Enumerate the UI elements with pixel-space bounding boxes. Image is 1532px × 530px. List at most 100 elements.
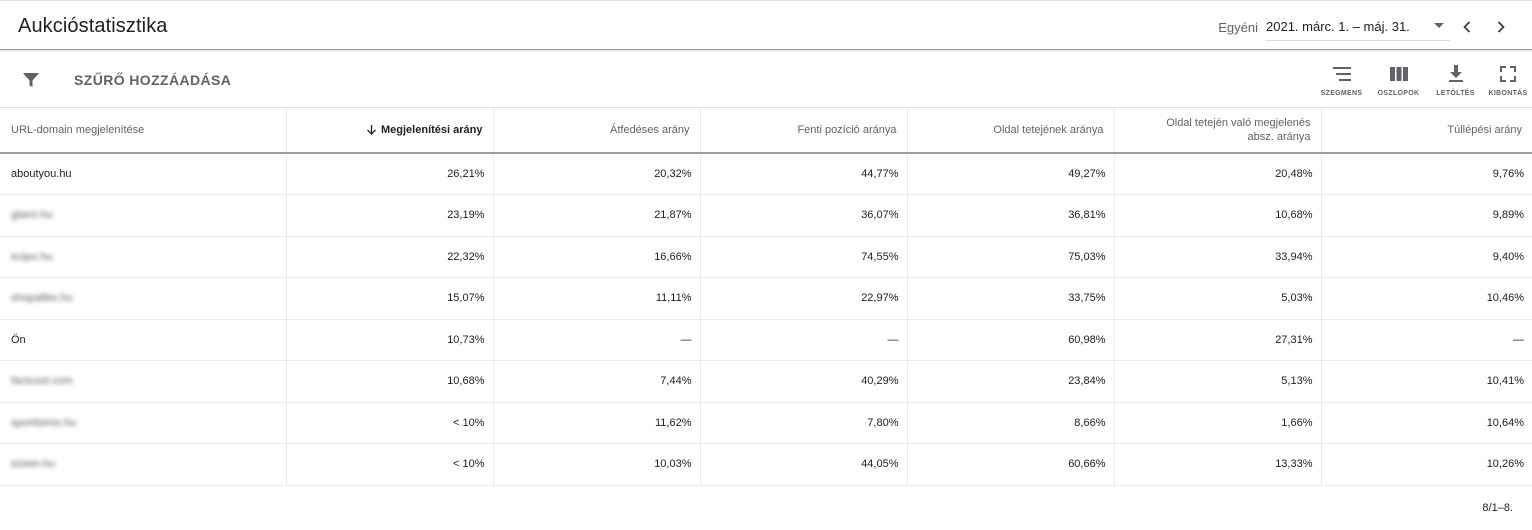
position-above-rate-cell: 7,80% (700, 402, 908, 444)
overlap-rate-cell: 10,03% (493, 443, 701, 485)
add-filter-button[interactable]: SZŰRŐ HOZZÁADÁSA (74, 72, 232, 88)
domain-cell: glami.hu (0, 194, 287, 236)
previous-period-button[interactable] (1450, 13, 1484, 41)
abs-top-of-page-rate-cell: 5,03% (1114, 277, 1322, 319)
abs-top-of-page-rate-cell: 20,48% (1114, 153, 1322, 195)
table-row: shopalike.hu 15,07% 11,11% 22,97% 33,75%… (0, 277, 1532, 319)
position-above-rate-cell: 36,07% (700, 194, 908, 236)
domain-text: aboutyou.hu (11, 168, 72, 180)
outranking-share-cell: 9,89% (1492, 209, 1524, 222)
domain-cell: aboutyou.hu (0, 153, 287, 195)
overlap-rate-cell: 16,66% (493, 236, 701, 278)
date-range-controls: Egyéni 2021. márc. 1. – máj. 31. (1218, 13, 1518, 41)
column-header-overlap-rate[interactable]: Átfedéses arány (493, 108, 701, 153)
impression-share-cell: 10,68% (286, 360, 494, 402)
top-of-page-rate-cell: 33,75% (907, 277, 1115, 319)
date-type-label: Egyéni (1218, 19, 1258, 35)
expand-label: KIBONTÁS (1488, 90, 1528, 97)
columns-label: OSZLOPOK (1377, 90, 1420, 97)
domain-text: factcool.com (11, 375, 73, 388)
overlap-rate-cell: 11,62% (493, 402, 701, 444)
overlap-rate-cell: 7,44% (493, 360, 701, 402)
table-row: glami.hu 23,19% 21,87% 36,07% 36,81% 10,… (0, 194, 1532, 236)
abs-top-of-page-rate-cell: 5,13% (1114, 360, 1322, 402)
pagination-info: 8/1–8. (1482, 502, 1513, 514)
abs-top-of-page-rate-cell: 33,94% (1114, 236, 1322, 278)
overlap-rate-cell: 20,32% (493, 153, 701, 195)
domain-cell: sizeer.hu (0, 443, 287, 485)
domain-cell: Ön (0, 319, 287, 361)
segment-icon (1332, 67, 1351, 81)
outranking-share-cell: 9,40% (1492, 250, 1524, 263)
position-above-rate-cell: 22,97% (700, 277, 908, 319)
toolbar: SZEGMENS OSZLOPOK LETÖLTÉS KIBONTÁS (1313, 62, 1532, 102)
outranking-share-cell: — (1513, 333, 1524, 346)
impression-share-cell: < 10% (286, 402, 494, 444)
arrow-down-icon (367, 125, 376, 135)
overlap-rate-cell: 11,11% (493, 277, 701, 319)
download-label: LETÖLTÉS (1436, 90, 1475, 97)
column-header-domain[interactable]: URL-domain megjelenítése (0, 108, 287, 153)
abs-top-of-page-rate-cell: 10,68% (1114, 194, 1322, 236)
top-of-page-rate-cell: 8,66% (907, 402, 1115, 444)
top-of-page-rate-cell: 60,98% (907, 319, 1115, 361)
table-header-row: URL-domain megjelenítése Megjelenítési a… (0, 108, 1532, 153)
chevron-left-icon (1463, 21, 1471, 33)
auction-insights-table: URL-domain megjelenítése Megjelenítési a… (0, 108, 1532, 486)
column-header-label-line1: Oldal tetején való megjelenés (1166, 117, 1311, 129)
position-above-rate-cell: 74,55% (700, 236, 908, 278)
expand-button[interactable]: KIBONTÁS (1484, 62, 1532, 102)
top-of-page-rate-cell: 23,84% (907, 360, 1115, 402)
top-of-page-rate-cell: 36,81% (907, 194, 1115, 236)
column-header-label-line2: absz. aránya (1247, 131, 1311, 143)
impression-share-cell: < 10% (286, 443, 494, 485)
position-above-rate-cell: — (700, 319, 908, 361)
outranking-share-cell: 10,41% (1486, 375, 1524, 388)
segment-label: SZEGMENS (1320, 90, 1363, 97)
domain-cell: shopalike.hu (0, 277, 287, 319)
column-header-abs-top-of-page-rate[interactable]: Oldal tetején való megjelenés absz. arán… (1114, 108, 1322, 153)
next-period-button[interactable] (1484, 13, 1518, 41)
table-row: ecipo.hu 22,32% 16,66% 74,55% 75,03% 33,… (0, 236, 1532, 278)
abs-top-of-page-rate-cell: 1,66% (1114, 402, 1322, 444)
filter-icon[interactable] (22, 71, 40, 89)
column-header-outranking-share[interactable]: Túllépési arány (1447, 124, 1522, 136)
outranking-share-cell: 10,26% (1486, 458, 1524, 471)
impression-share-cell: 23,19% (286, 194, 494, 236)
domain-text: sportisimo.hu (11, 416, 77, 429)
top-of-page-rate-cell: 60,66% (907, 443, 1115, 485)
position-above-rate-cell: 40,29% (700, 360, 908, 402)
impression-share-cell: 22,32% (286, 236, 494, 278)
page-title: Aukcióstatisztika (18, 15, 168, 37)
table-row: factcool.com 10,68% 7,44% 40,29% 23,84% … (0, 360, 1532, 402)
domain-cell: ecipo.hu (0, 236, 287, 278)
domain-text: sizeer.hu (11, 458, 56, 471)
columns-icon (1389, 67, 1408, 81)
column-header-label: Megjelenítési arány (381, 124, 483, 136)
position-above-rate-cell: 44,05% (700, 443, 908, 485)
segment-button[interactable]: SZEGMENS (1313, 62, 1370, 102)
page-header: Aukcióstatisztika Egyéni 2021. márc. 1. … (0, 0, 1532, 50)
download-button[interactable]: LETÖLTÉS (1427, 62, 1484, 102)
columns-button[interactable]: OSZLOPOK (1370, 62, 1427, 102)
domain-text: shopalike.hu (11, 292, 73, 305)
column-header-position-above-rate[interactable]: Fenti pozíció aránya (700, 108, 908, 153)
column-header-impression-share[interactable]: Megjelenítési arány (286, 108, 494, 153)
outranking-share-cell: 10,64% (1486, 416, 1524, 429)
abs-top-of-page-rate-cell: 13,33% (1114, 443, 1322, 485)
domain-text: glami.hu (11, 209, 53, 222)
dropdown-arrow-icon (1434, 23, 1444, 28)
table-row: sportisimo.hu < 10% 11,62% 7,80% 8,66% 1… (0, 402, 1532, 444)
domain-cell: sportisimo.hu (0, 402, 287, 444)
date-range-dropdown[interactable]: 2021. márc. 1. – máj. 31. (1266, 13, 1450, 41)
position-above-rate-cell: 44,77% (700, 153, 908, 195)
chevron-right-icon (1497, 21, 1505, 33)
download-icon (1448, 65, 1463, 82)
overlap-rate-cell: 21,87% (493, 194, 701, 236)
domain-cell: factcool.com (0, 360, 287, 402)
table-row: Ön 10,73% — — 60,98% 27,31% — (0, 319, 1532, 361)
table-row: sizeer.hu < 10% 10,03% 44,05% 60,66% 13,… (0, 443, 1532, 485)
domain-text: ecipo.hu (11, 250, 53, 263)
column-header-top-of-page-rate[interactable]: Oldal tetejének aránya (907, 108, 1115, 153)
fullscreen-icon (1500, 66, 1516, 82)
